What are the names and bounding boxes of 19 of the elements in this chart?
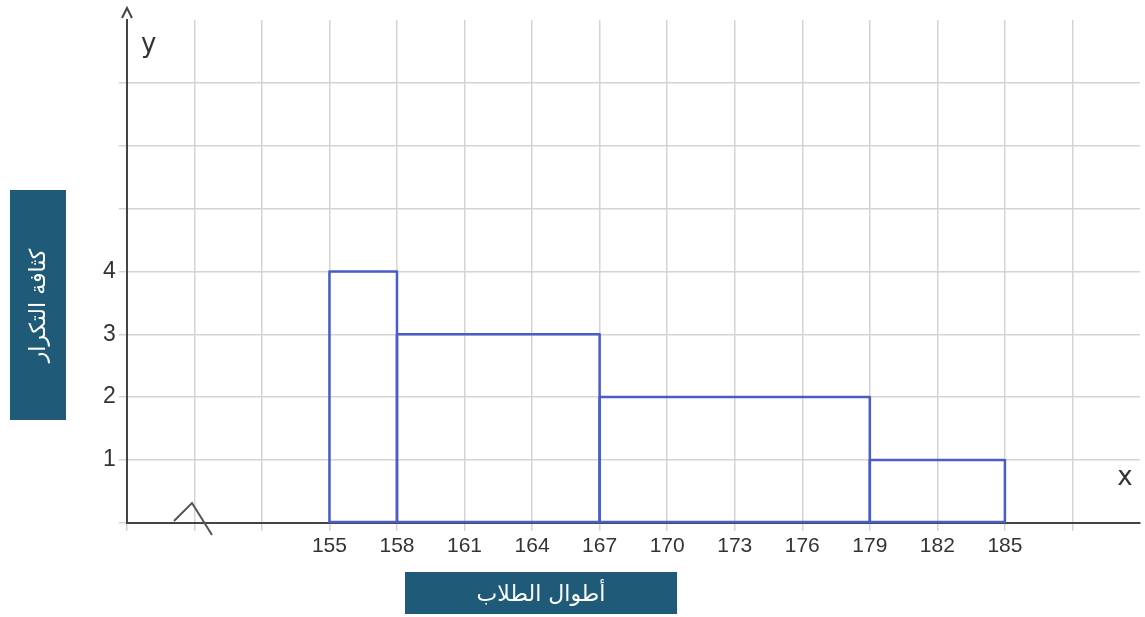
y-axis-title: كثافة التكرار	[25, 248, 51, 362]
x-tick-label: 185	[987, 533, 1023, 557]
x-tick-label: 170	[649, 533, 685, 557]
x-tick-label: 182	[919, 533, 955, 557]
x-tick-label: 155	[311, 533, 347, 557]
x-tick-label: 176	[784, 533, 820, 557]
x-tick-label: 164	[514, 533, 550, 557]
x-tick-label: 161	[447, 533, 483, 557]
x-tick-label: 179	[852, 533, 888, 557]
x-tick-label: 167	[582, 533, 618, 557]
x-tick-label: 158	[379, 533, 415, 557]
annotation: y	[141, 27, 157, 58]
x-axis-title: أطوال الطلاب	[405, 572, 677, 614]
y-tick-label: 4	[102, 256, 116, 283]
x-tick-label: 173	[717, 533, 753, 557]
y-tick-label: 1	[102, 445, 116, 472]
y-tick-label: 3	[102, 319, 116, 346]
y-tick-label: 2	[102, 382, 116, 409]
annotation: x	[1117, 460, 1133, 491]
